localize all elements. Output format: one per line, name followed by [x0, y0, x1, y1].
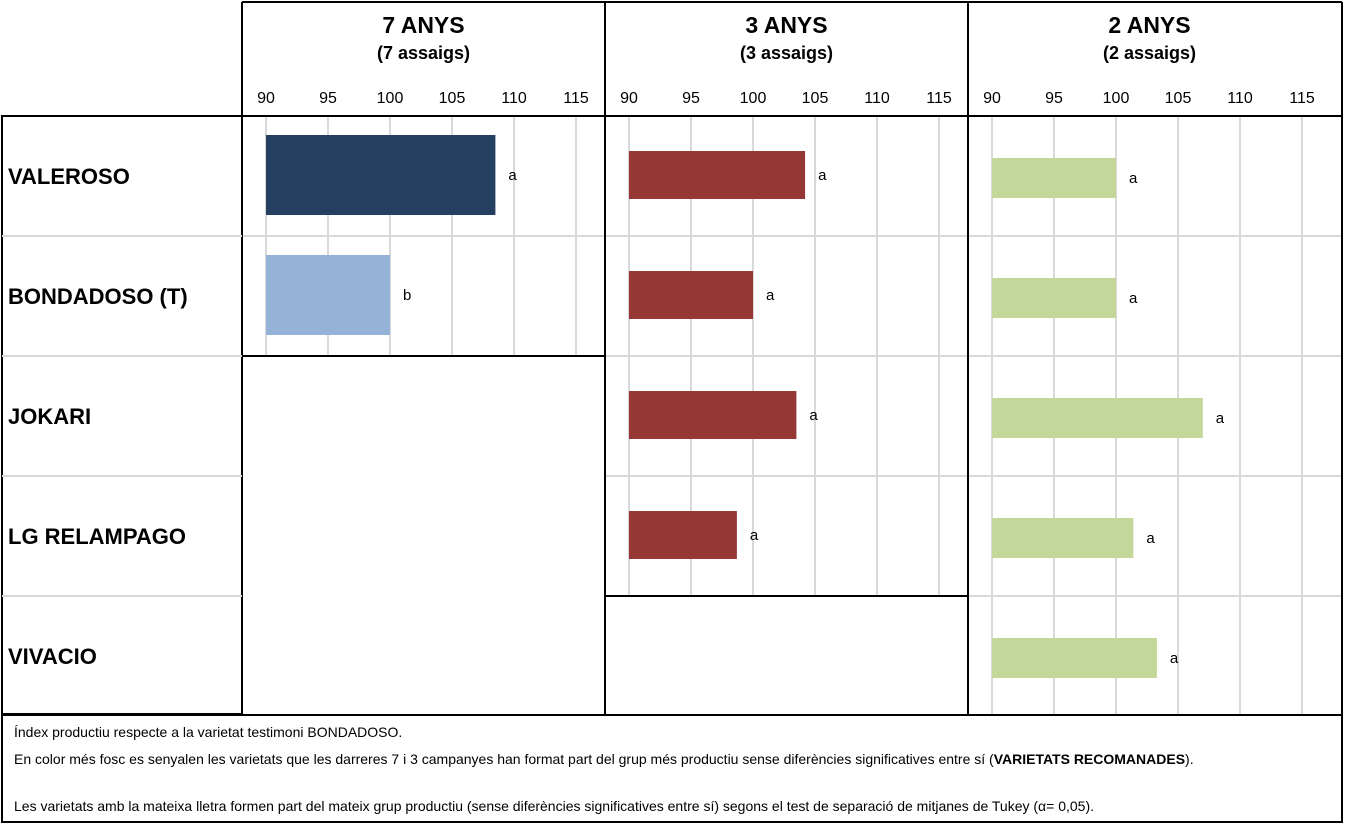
- chart-area: a b 7 ANYS (7 assaigs) 90 95 100 105 110 115 a a a a 3…: [1, 1, 1343, 715]
- note-color-end: ).: [1185, 751, 1194, 767]
- tick-label: 95: [682, 90, 700, 107]
- bar-lg-relampago: [992, 518, 1134, 558]
- panel-title: 7 ANYS: [382, 12, 464, 38]
- bar-bondadoso-t: [266, 255, 390, 335]
- group-letter: a: [766, 287, 775, 304]
- bar-valeroso: [992, 158, 1116, 198]
- bar-jokari: [629, 391, 797, 439]
- bar-vivacio: [992, 638, 1157, 678]
- tick-label: 100: [740, 90, 767, 107]
- tick-label: 90: [257, 90, 275, 107]
- bar-lg-relampago: [629, 511, 737, 559]
- panel-subtitle: (2 assaigs): [1103, 43, 1196, 63]
- tick-label: 100: [1103, 90, 1130, 107]
- tick-label: 95: [319, 90, 337, 107]
- variety-label: VALEROSO: [8, 164, 130, 189]
- tick-label: 100: [377, 90, 404, 107]
- group-letter: a: [1170, 650, 1179, 667]
- group-letter: a: [1216, 410, 1225, 427]
- bar-jokari: [992, 398, 1203, 438]
- notes-box: Índex productiu respecte a la varietat t…: [2, 715, 1342, 823]
- tick-label: 90: [983, 90, 1001, 107]
- tick-label: 95: [1045, 90, 1063, 107]
- note-recommended: VARIETATS RECOMANADES: [993, 751, 1186, 767]
- group-letter: a: [1129, 290, 1138, 307]
- note-index: Índex productiu respecte a la varietat t…: [14, 724, 403, 740]
- tick-label: 115: [1289, 90, 1315, 107]
- tick-label: 105: [1165, 90, 1192, 107]
- tick-label: 105: [802, 90, 829, 107]
- variety-label: JOKARI: [8, 404, 91, 429]
- group-letter: b: [403, 287, 411, 304]
- note-color: En color més fosc es senyalen les variet…: [14, 750, 1194, 768]
- variety-label: VIVACIO: [8, 644, 97, 669]
- bar-valeroso: [629, 151, 806, 199]
- bar-bondadoso-t: [992, 278, 1116, 318]
- group-letter: a: [1146, 530, 1155, 547]
- variety-label: BONDADOSO (T): [8, 284, 188, 309]
- note-color-text: En color més fosc es senyalen les variet…: [14, 751, 994, 767]
- tick-label: 110: [1227, 90, 1253, 107]
- group-letter: a: [750, 527, 759, 544]
- bar-bondadoso-t: [629, 271, 753, 319]
- panel-title: 2 ANYS: [1108, 12, 1190, 38]
- bar-valeroso: [266, 135, 496, 215]
- group-letter: a: [809, 407, 818, 424]
- tick-label: 115: [926, 90, 952, 107]
- note-tukey: Les varietats amb la mateixa lletra form…: [14, 798, 1095, 814]
- panel-title: 3 ANYS: [745, 12, 827, 38]
- group-letter: a: [818, 167, 827, 184]
- group-letter: a: [1129, 170, 1138, 187]
- panel-subtitle: (3 assaigs): [740, 43, 833, 63]
- panel-subtitle: (7 assaigs): [377, 43, 470, 63]
- variety-label: LG RELAMPAGO: [8, 524, 186, 549]
- tick-label: 110: [864, 90, 890, 107]
- tick-label: 105: [439, 90, 466, 107]
- tick-label: 115: [563, 90, 589, 107]
- tick-label: 90: [620, 90, 638, 107]
- group-letter: a: [508, 167, 517, 184]
- tick-label: 110: [501, 90, 527, 107]
